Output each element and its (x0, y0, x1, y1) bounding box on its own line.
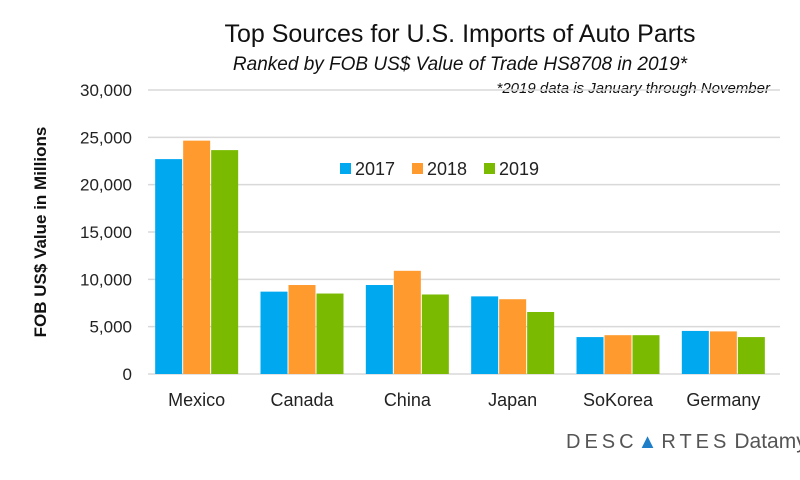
bar-canada-2018 (288, 285, 316, 374)
y-tick-label: 20,000 (80, 176, 132, 195)
legend-label: 2018 (427, 159, 467, 179)
bar-germany-2018 (709, 331, 737, 374)
x-tick-label: Japan (488, 390, 537, 410)
bar-china-2019 (421, 294, 449, 374)
y-tick-label: 30,000 (80, 81, 132, 100)
legend-label: 2019 (499, 159, 539, 179)
bar-canada-2019 (316, 293, 344, 374)
chart-subtitle: Ranked by FOB US$ Value of Trade HS8708 … (232, 54, 688, 75)
legend-label: 2017 (355, 159, 395, 179)
bar-china-2018 (393, 270, 421, 374)
bar-germany-2017 (681, 330, 709, 374)
legend-swatch-2019 (484, 163, 495, 174)
bar-germany-2019 (737, 337, 765, 374)
y-tick-label: 25,000 (80, 128, 132, 147)
bar-japan-2018 (499, 299, 527, 374)
bar-sokorea-2018 (604, 335, 632, 374)
bar-japan-2017 (471, 296, 499, 374)
bar-canada-2017 (260, 291, 288, 374)
legend-swatch-2018 (412, 163, 423, 174)
x-tick-label: Canada (270, 390, 334, 410)
bar-sokorea-2017 (576, 337, 604, 374)
chart-note: *2019 data is January through November (496, 80, 770, 97)
y-tick-label: 15,000 (80, 223, 132, 242)
y-tick-label: 0 (123, 365, 132, 384)
bar-mexico-2019 (211, 150, 239, 374)
chart-title: Top Sources for U.S. Imports of Auto Par… (224, 20, 696, 48)
x-tick-label: Mexico (168, 390, 225, 410)
y-axis-label: FOB US$ Value in Millions (31, 127, 50, 338)
x-tick-label: China (384, 390, 432, 410)
bar-sokorea-2019 (632, 335, 660, 374)
bar-mexico-2017 (155, 159, 183, 374)
descartes-datamyne-logo: DESC▲RTESDatamyne (566, 430, 800, 453)
y-tick-label: 10,000 (80, 270, 132, 289)
legend-swatch-2017 (340, 163, 351, 174)
x-tick-label: SoKorea (583, 390, 654, 410)
x-tick-label: Germany (686, 390, 760, 410)
bar-japan-2019 (527, 311, 555, 374)
y-tick-label: 5,000 (89, 318, 132, 337)
bar-mexico-2018 (183, 140, 211, 374)
bar-china-2017 (365, 285, 393, 374)
